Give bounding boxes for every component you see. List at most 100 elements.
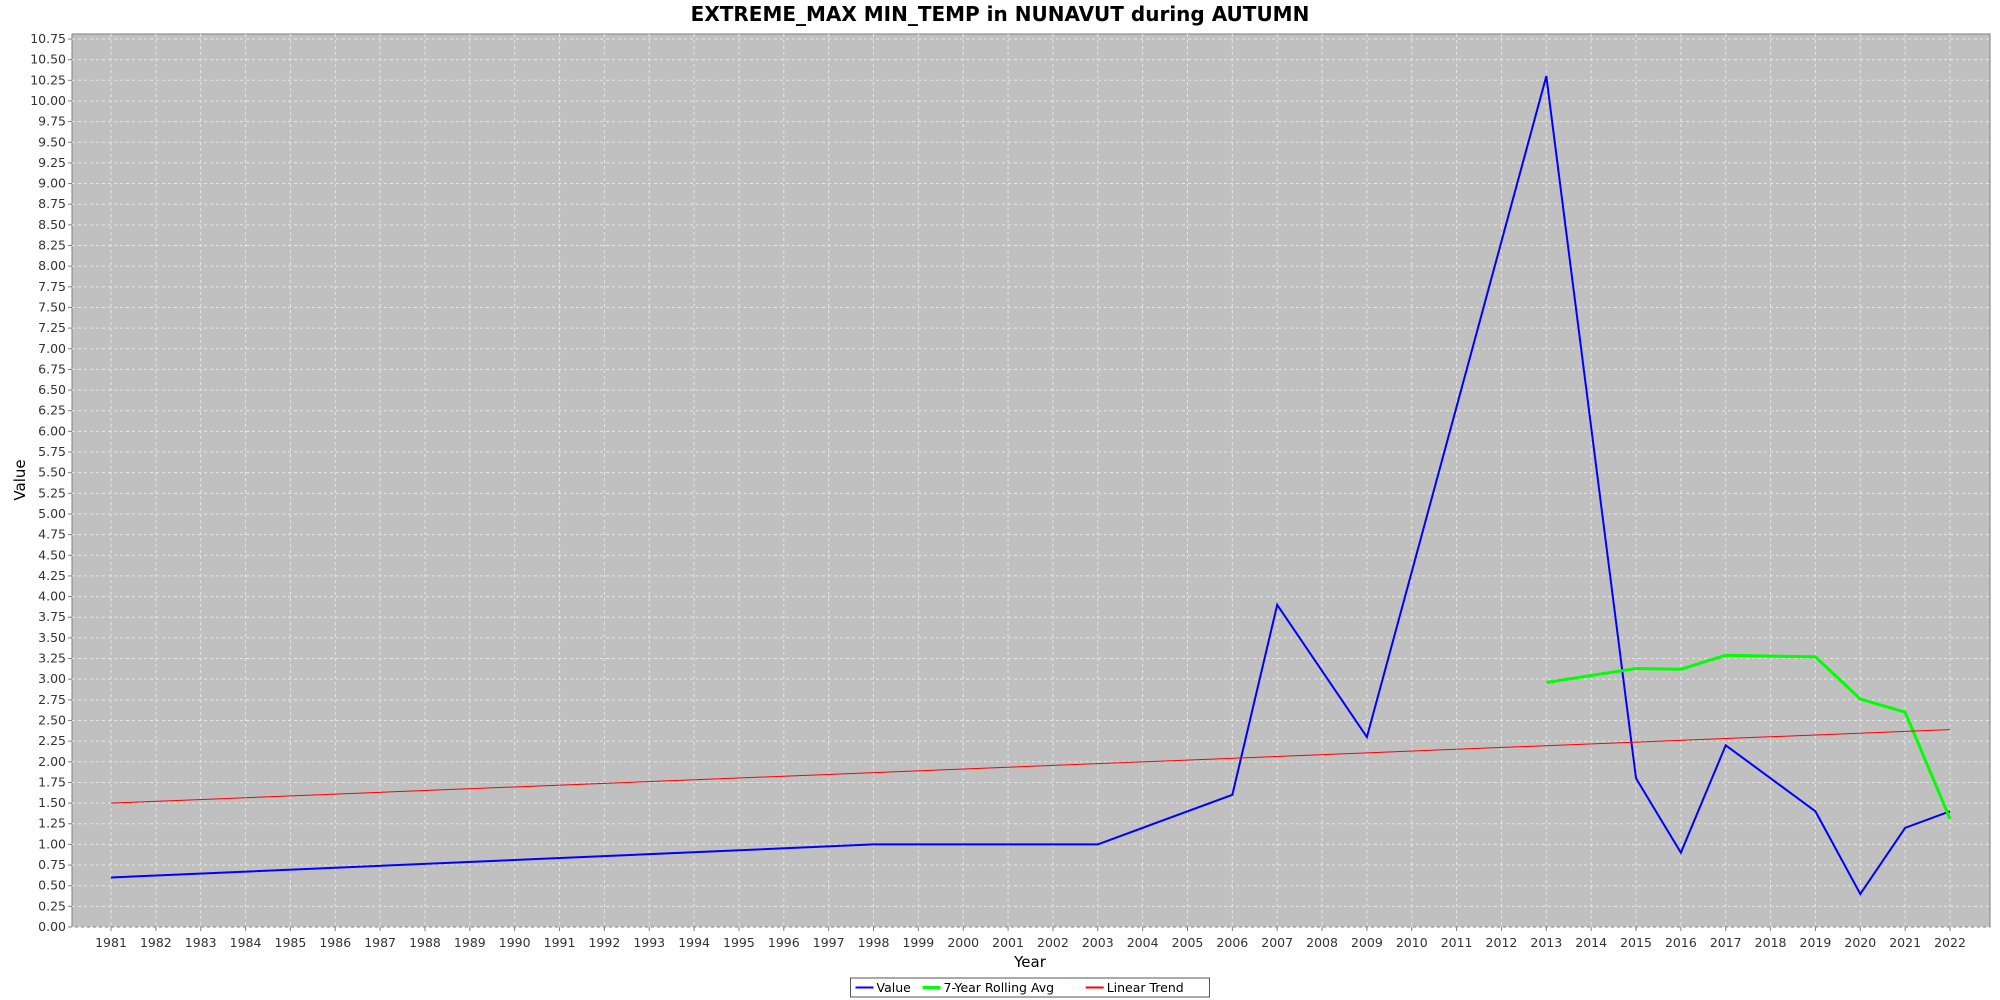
- x-tick-label: 2001: [992, 935, 1024, 950]
- x-tick-label: 1994: [678, 935, 710, 950]
- series-layer: [110, 75, 1952, 896]
- y-tick-label: 9.50: [38, 134, 66, 149]
- y-tick-label: 3.25: [38, 651, 66, 666]
- grid-layer: [72, 34, 1990, 928]
- x-tick-label: 1981: [95, 935, 127, 950]
- axis-layer: 0.00 0.25 0.50 0.75 1.00 1.25 1.50 1.75 2.00 2.25…: [30, 31, 1966, 950]
- y-tick-label: 3.75: [38, 609, 66, 624]
- x-tick-label: 1996: [768, 935, 800, 950]
- x-tick-label: 2018: [1755, 935, 1787, 950]
- x-tick-label: 1982: [140, 935, 172, 950]
- y-tick-label: 7.00: [38, 341, 66, 356]
- legend-label-linear-trend: Linear Trend: [1107, 980, 1184, 995]
- y-axis-title: Value: [11, 459, 29, 500]
- x-tick-label: 1999: [902, 935, 934, 950]
- x-tick-label: 2011: [1441, 935, 1473, 950]
- x-tick-label: 1998: [858, 935, 890, 950]
- x-tick-label: 2014: [1575, 935, 1607, 950]
- x-tick-label: 2019: [1800, 935, 1832, 950]
- plot-area: [71, 33, 1991, 928]
- series-line-linear-trend: [110, 729, 1951, 804]
- y-tick-label: 1.25: [38, 816, 66, 831]
- x-tick-label: 2010: [1396, 935, 1428, 950]
- y-tick-label: 5.25: [38, 485, 66, 500]
- y-tick-label: 1.00: [38, 836, 66, 851]
- series-line-value: [110, 75, 1951, 896]
- y-tick-label: 4.50: [38, 547, 66, 562]
- x-tick-label: 2002: [1037, 935, 1069, 950]
- y-tick-label: 7.75: [38, 279, 66, 294]
- x-tick-label: 1983: [185, 935, 217, 950]
- x-tick-label: 2006: [1216, 935, 1248, 950]
- y-tick-label: 4.25: [38, 568, 66, 583]
- y-tick-label: 0.50: [38, 878, 66, 893]
- x-tick-label: 2017: [1710, 935, 1742, 950]
- x-tick-label: 2016: [1665, 935, 1697, 950]
- series-line-7-year-rolling-avg: [1546, 653, 1952, 820]
- y-tick-label: 5.75: [38, 444, 66, 459]
- y-tick-label: 0.25: [38, 898, 66, 913]
- y-tick-label: 0.00: [38, 919, 66, 934]
- chart-title: EXTREME_MAX MIN_TEMP in NUNAVUT during A…: [691, 2, 1310, 26]
- y-tick-label: 10.75: [30, 31, 66, 46]
- x-tick-label: 2009: [1351, 935, 1383, 950]
- y-tick-label: 6.75: [38, 361, 66, 376]
- legend: Value 7-Year Rolling Avg Linear Trend: [850, 977, 1210, 998]
- y-tick-label: 0.75: [38, 857, 66, 872]
- y-tick-label: 6.25: [38, 403, 66, 418]
- x-tick-label: 2020: [1844, 935, 1876, 950]
- x-tick-label: 2008: [1306, 935, 1338, 950]
- y-tick-label: 8.75: [38, 196, 66, 211]
- x-tick-label: 1993: [633, 935, 665, 950]
- y-tick-label: 5.00: [38, 506, 66, 521]
- x-tick-label: 2015: [1620, 935, 1652, 950]
- legend-label-7-year-rolling-avg: 7-Year Rolling Avg: [944, 980, 1055, 995]
- y-tick-label: 5.50: [38, 465, 66, 480]
- x-axis-title: Year: [1013, 953, 1047, 971]
- y-tick-label: 9.75: [38, 114, 66, 129]
- x-tick-label: 1990: [499, 935, 531, 950]
- x-tick-label: 2012: [1486, 935, 1518, 950]
- x-tick-label: 1985: [275, 935, 307, 950]
- y-tick-label: 10.25: [30, 72, 66, 87]
- y-tick-label: 3.50: [38, 630, 66, 645]
- x-tick-label: 1992: [588, 935, 620, 950]
- y-tick-label: 8.00: [38, 258, 66, 273]
- x-tick-label: 1987: [364, 935, 396, 950]
- x-tick-label: 1986: [319, 935, 351, 950]
- x-tick-label: 2004: [1127, 935, 1159, 950]
- y-tick-label: 9.25: [38, 155, 66, 170]
- x-tick-label: 2005: [1172, 935, 1204, 950]
- y-tick-label: 10.00: [30, 93, 66, 108]
- x-tick-label: 2013: [1530, 935, 1562, 950]
- y-tick-label: 1.75: [38, 774, 66, 789]
- y-tick-label: 3.00: [38, 671, 66, 686]
- y-tick-label: 8.25: [38, 238, 66, 253]
- x-tick-label: 2021: [1889, 935, 1921, 950]
- y-tick-label: 4.00: [38, 589, 66, 604]
- x-tick-label: 1995: [723, 935, 755, 950]
- y-tick-label: 7.50: [38, 299, 66, 314]
- y-tick-label: 6.00: [38, 423, 66, 438]
- y-tick-label: 1.50: [38, 795, 66, 810]
- y-tick-label: 9.00: [38, 176, 66, 191]
- y-tick-label: 10.50: [30, 52, 66, 67]
- y-tick-label: 2.50: [38, 712, 66, 727]
- x-tick-label: 2007: [1261, 935, 1293, 950]
- y-tick-label: 7.25: [38, 320, 66, 335]
- x-tick-label: 1997: [813, 935, 845, 950]
- legend-box: [850, 977, 1210, 998]
- x-tick-label: 1984: [230, 935, 262, 950]
- x-tick-label: 2003: [1082, 935, 1114, 950]
- y-tick-label: 2.00: [38, 754, 66, 769]
- y-tick-label: 8.50: [38, 217, 66, 232]
- x-tick-label: 1988: [409, 935, 441, 950]
- x-tick-label: 1991: [544, 935, 576, 950]
- y-tick-label: 2.75: [38, 692, 66, 707]
- x-tick-label: 1989: [454, 935, 486, 950]
- y-tick-label: 6.50: [38, 382, 66, 397]
- x-tick-label: 2000: [947, 935, 979, 950]
- y-tick-label: 4.75: [38, 527, 66, 542]
